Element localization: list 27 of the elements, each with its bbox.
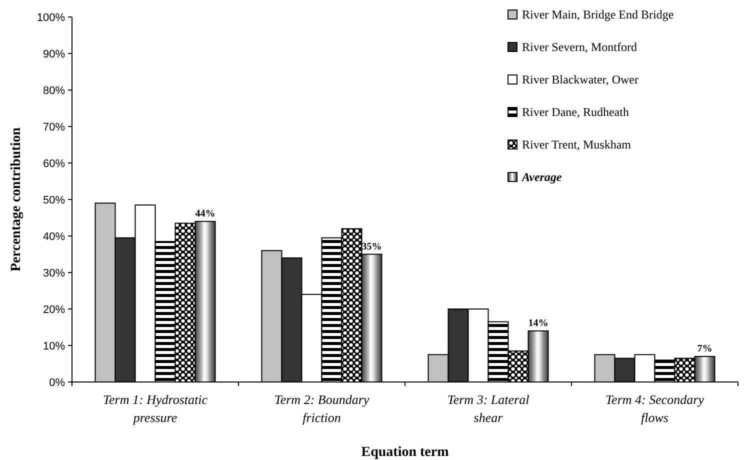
x-axis-title: Equation term <box>361 445 450 460</box>
y-tick-label: 50% <box>42 194 66 206</box>
data-label: 44% <box>195 208 216 220</box>
x-tick-label: Term 1: Hydrostatic pressure <box>103 392 208 425</box>
y-tick-label: 60% <box>42 158 66 170</box>
data-label: 14% <box>528 318 548 329</box>
legend-label: Average <box>521 170 562 184</box>
y-axis-title: Percentage contribution <box>9 127 24 272</box>
y-tick-label: 100% <box>36 12 66 24</box>
y-tick-label: 0% <box>49 376 66 389</box>
y-tick-label: 20% <box>42 304 66 316</box>
y-tick-label: 70% <box>42 121 66 134</box>
legend-label: River Severn, Montford <box>522 40 637 54</box>
x-tick-label: Term 3: Lateral shear <box>447 392 530 425</box>
legend-label: River Dane, Rudheath <box>522 105 629 119</box>
y-tick-label: 90% <box>42 48 66 60</box>
y-tick-label: 40% <box>42 230 66 243</box>
y-tick-label: 10% <box>42 340 66 352</box>
legend-label: River Blackwater, Ower <box>522 72 638 86</box>
data-label: 7% <box>697 343 712 354</box>
x-tick-label: Term 4: Secondary flows <box>606 392 704 425</box>
x-tick-label: Term 2: Boundary friction <box>274 392 370 425</box>
y-tick-label: 30% <box>42 267 66 280</box>
y-tick-label: 80% <box>42 84 66 97</box>
legend-label: River Main, Bridge End Bridge <box>522 8 674 22</box>
legend-label: River Trent, Muskham <box>522 138 632 152</box>
data-label: 35% <box>362 241 382 252</box>
